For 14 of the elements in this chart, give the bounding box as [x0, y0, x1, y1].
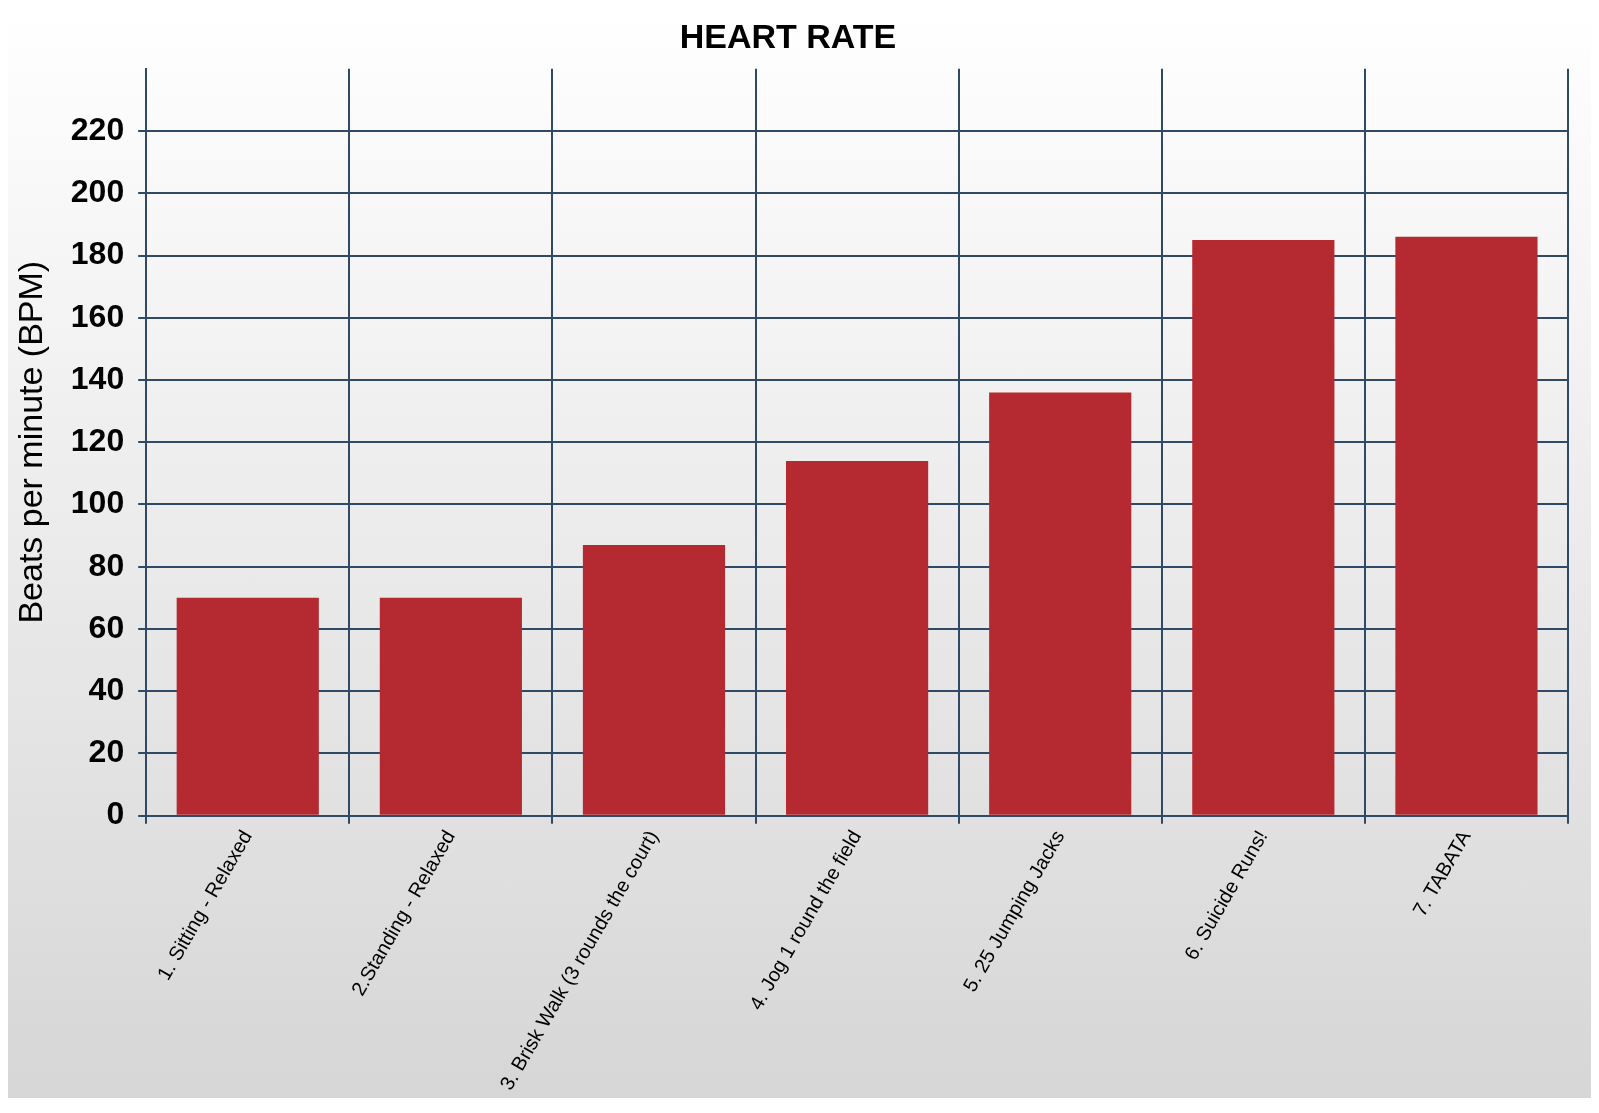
y-tick-label: 20 [88, 733, 125, 770]
y-axis-title: Beats per minute (BPM) [10, 260, 49, 624]
y-tick-label: 200 [70, 173, 125, 210]
chart-title: HEART RATE [679, 16, 897, 55]
y-tick-label: 160 [70, 297, 125, 334]
y-tick-label: 100 [70, 484, 125, 521]
y-tick-label: 40 [88, 670, 125, 707]
y-tick-label: 80 [88, 546, 125, 583]
y-tick-label: 120 [70, 422, 125, 459]
y-tick-label: 0 [106, 795, 125, 832]
y-tick-label: 60 [88, 608, 125, 645]
y-tick-label: 220 [70, 110, 125, 147]
y-tick-label: 140 [70, 359, 125, 396]
y-tick-label: 180 [70, 235, 125, 272]
